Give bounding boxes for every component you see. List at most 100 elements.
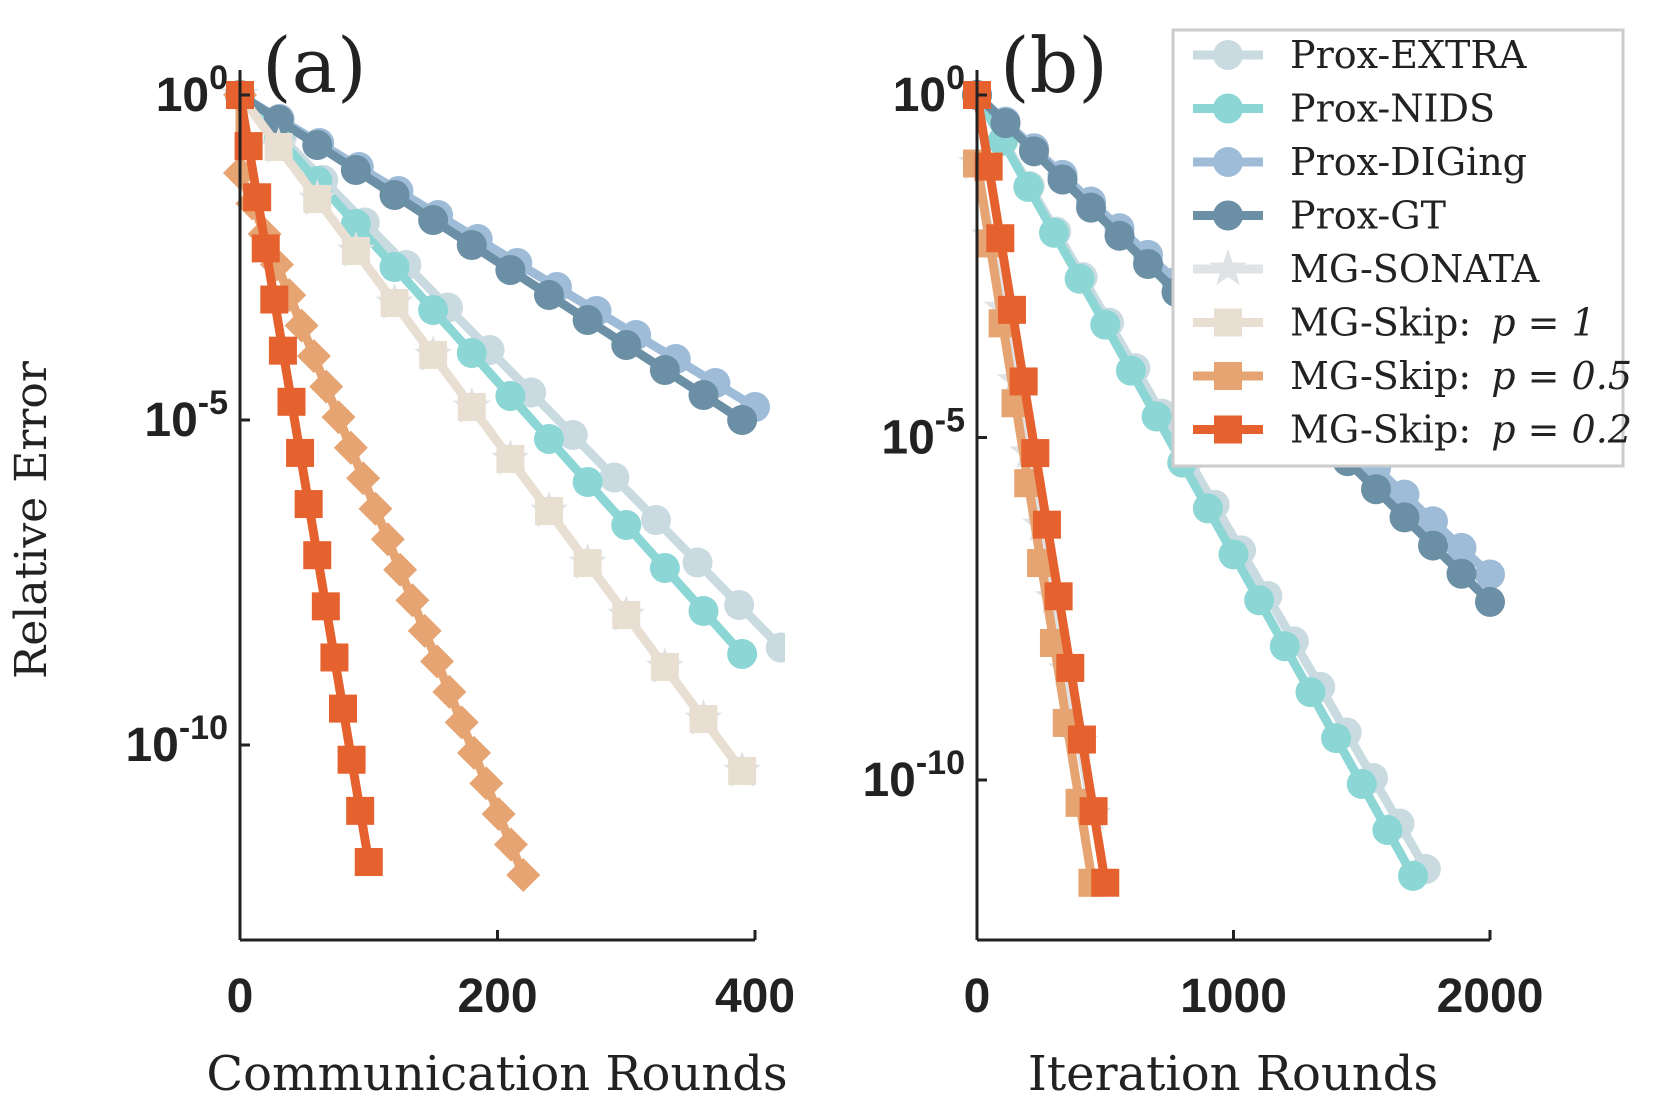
legend-prox-gt-point-3 bbox=[1213, 200, 1243, 231]
panel-a-mg-skip-p-1-point-13 bbox=[728, 757, 757, 785]
legend-item-mg-skip-p-0-5: MG-Skip: p = 0.5 bbox=[1193, 354, 1632, 398]
panel-a-mg-skip-p-0-5-point-13 bbox=[370, 522, 405, 557]
panel-a-prox-nids-point-7 bbox=[495, 381, 526, 411]
panel-a-title: (a) bbox=[262, 21, 367, 110]
panel-a-xtick-label-1: 200 bbox=[457, 970, 537, 1023]
y-axis-label: Relative Error bbox=[6, 360, 57, 679]
panel-a-prox-gt-point-2 bbox=[302, 130, 333, 160]
panel-a-mg-skip-p-0-2-point-14 bbox=[346, 796, 375, 825]
panel-a-prox-gt-point-12 bbox=[688, 380, 719, 410]
panel-b-prox-gt-point-6 bbox=[1133, 248, 1163, 279]
panel-a-mg-skip-p-0-5-point-24 bbox=[506, 858, 541, 892]
panel-a-ytick-label-1: 10-5 bbox=[144, 384, 228, 447]
panel-b-prox-nids-point-7 bbox=[1141, 401, 1172, 432]
panel-b-prox-diging-point-16 bbox=[1418, 506, 1448, 537]
legend-item-prox-gt: Prox-GT bbox=[1193, 194, 1446, 238]
panel-a-mg-skip-p-0-2-line bbox=[235, 94, 374, 863]
panel-a-mg-skip-p-0-5-point-10 bbox=[333, 430, 368, 465]
panel-a-prox-gt-point-8 bbox=[534, 280, 564, 310]
panel-a-prox-gt-point-9 bbox=[572, 305, 603, 335]
panel-a-prox-gt-point-11 bbox=[649, 355, 680, 385]
panel-a-prox-nids-point-13 bbox=[727, 639, 758, 669]
panel-a-prox-gt-point-3 bbox=[340, 155, 371, 185]
panel-a-mg-skip-p-0-5-point-22 bbox=[481, 796, 516, 831]
panel-b-prox-diging-point-17 bbox=[1446, 532, 1477, 563]
panel-b-prox-diging-point-15 bbox=[1389, 479, 1420, 510]
panel-b-series-prox-nids bbox=[962, 80, 1429, 891]
panel-a-mg-skip-p-1-point-11 bbox=[650, 653, 679, 681]
legend-label: Prox-GT bbox=[1290, 194, 1446, 238]
panel-a-series-prox-gt bbox=[225, 80, 758, 435]
legend-item-prox-diging: Prox-DIGing bbox=[1193, 140, 1527, 184]
panel-a-mg-skip-p-1-point-2 bbox=[303, 185, 332, 213]
panel-b-yticks: 100 10-5 10-10 bbox=[862, 59, 987, 807]
legend-label: MG-SONATA bbox=[1290, 247, 1540, 291]
panel-b-prox-nids-point-3 bbox=[1038, 217, 1069, 248]
legend-prox-diging-point-2 bbox=[1213, 147, 1243, 177]
panel-a-prox-extra-point-13 bbox=[765, 632, 785, 663]
panel-b-prox-nids-point-17 bbox=[1398, 860, 1429, 891]
panel-a-mg-skip-p-0-5-point-7 bbox=[296, 339, 331, 374]
legend-label: Prox-EXTRA bbox=[1290, 33, 1527, 77]
legend-box bbox=[1171, 28, 1625, 468]
legend-prox-nids-point-1 bbox=[1213, 93, 1243, 124]
panel-b-xtick-label-2: 2000 bbox=[1437, 970, 1544, 1023]
legend-label: Prox-DIGing bbox=[1290, 140, 1527, 184]
panel-a-mg-skip-p-1-point-10 bbox=[612, 601, 641, 629]
panel-b-prox-nids-point-4 bbox=[1064, 263, 1095, 294]
panel-a-prox-gt-point-13 bbox=[727, 405, 758, 435]
panel-a-ytick-label-0: 100 bbox=[156, 59, 228, 122]
legend-item-prox-nids: Prox-NIDS bbox=[1193, 87, 1495, 131]
panel-a-prox-gt-point-6 bbox=[456, 230, 487, 260]
panel-b-mg-skip-p-0-2-point-8 bbox=[1056, 653, 1085, 682]
panel-a-series-mg-skip-p-0-2 bbox=[226, 81, 383, 876]
panel-a-mg-skip-p-1-point-7 bbox=[496, 445, 525, 473]
panel-b-title: (b) bbox=[1000, 21, 1108, 110]
panel-b-prox-gt-point-2 bbox=[1019, 136, 1049, 167]
panel-a-mg-skip-p-1-point-4 bbox=[380, 289, 409, 317]
panel-a-prox-gt-point-5 bbox=[418, 205, 449, 235]
panel-a-mg-skip-p-1-point-1 bbox=[264, 133, 293, 161]
panel-b-prox-gt-point-16 bbox=[1418, 530, 1448, 561]
panel-b-prox-nids-point-5 bbox=[1090, 309, 1121, 340]
panel-a-mg-skip-p-0-5-point-6 bbox=[284, 308, 319, 343]
panel-a-mg-skip-p-0-5-point-21 bbox=[469, 766, 504, 801]
panel-b-prox-nids-point-10 bbox=[1218, 539, 1249, 570]
panel-a-mg-skip-p-0-5-point-12 bbox=[358, 491, 393, 526]
panel-a-mg-skip-p-1-point-5 bbox=[419, 341, 448, 369]
panel-a-mg-skip-p-0-5-point-14 bbox=[383, 552, 418, 587]
panel-b-prox-nids-point-2 bbox=[1013, 171, 1044, 202]
panel-a-mg-skip-p-1-point-3 bbox=[341, 237, 370, 265]
panel-a-mg-skip-p-0-5-point-11 bbox=[346, 461, 381, 496]
panel-b-mg-skip-p-0-2-point-11 bbox=[1091, 868, 1120, 897]
panel-a-mg-skip-p-1-point-8 bbox=[535, 497, 563, 525]
panel-a-mg-skip-p-0-5-point-16 bbox=[407, 613, 442, 648]
panel-a-mg-skip-p-0-5-point-8 bbox=[309, 369, 344, 404]
panel-a-prox-gt-point-7 bbox=[495, 255, 526, 285]
panel-b-mg-skip-p-0-2-point-10 bbox=[1079, 797, 1108, 826]
panel-b-mg-skip-p-0-2-point-2 bbox=[986, 224, 1015, 253]
panel-b-mg-skip-p-0-2-point-3 bbox=[997, 295, 1026, 324]
panel-b-prox-nids-point-6 bbox=[1115, 355, 1146, 386]
panel-a-prox-nids-point-9 bbox=[572, 467, 603, 497]
panel-a-mg-skip-p-0-2-point-8 bbox=[294, 490, 323, 519]
panel-b-x-label: Iteration Rounds bbox=[1028, 1046, 1438, 1102]
legend-prox-extra-point-0 bbox=[1213, 40, 1243, 70]
legend-label: MG-Skip: p = 1 bbox=[1290, 301, 1596, 345]
panel-b-prox-nids-point-16 bbox=[1372, 814, 1403, 845]
panel-a-mg-skip-p-0-2-point-6 bbox=[277, 387, 306, 416]
panel-a-mg-skip-p-0-2-point-2 bbox=[243, 183, 272, 212]
legend-items: Prox-EXTRA Prox-NIDS Prox-DIGing Prox-GT MG-… bbox=[1193, 33, 1632, 452]
panel-a-prox-extra-point-9 bbox=[599, 462, 630, 493]
legend-item-mg-sonata: MG-SONATA bbox=[1193, 247, 1540, 291]
legend-mg-sonata-point-4 bbox=[1209, 249, 1247, 286]
panel-a-mg-skip-p-0-2-point-11 bbox=[320, 643, 349, 672]
legend-mg-skip-p-0-5-point-6 bbox=[1214, 362, 1242, 390]
panel-a-x-label: Communication Rounds bbox=[206, 1046, 787, 1102]
panel-a-mg-skip-p-0-2-point-3 bbox=[251, 234, 280, 263]
panel-a-mg-skip-p-0-2-point-10 bbox=[311, 592, 340, 621]
panel-a-series-mg-skip-p-1 bbox=[226, 81, 757, 785]
panel-b-ytick-label-2: 10-10 bbox=[862, 744, 965, 807]
legend-label: Prox-NIDS bbox=[1290, 87, 1495, 131]
